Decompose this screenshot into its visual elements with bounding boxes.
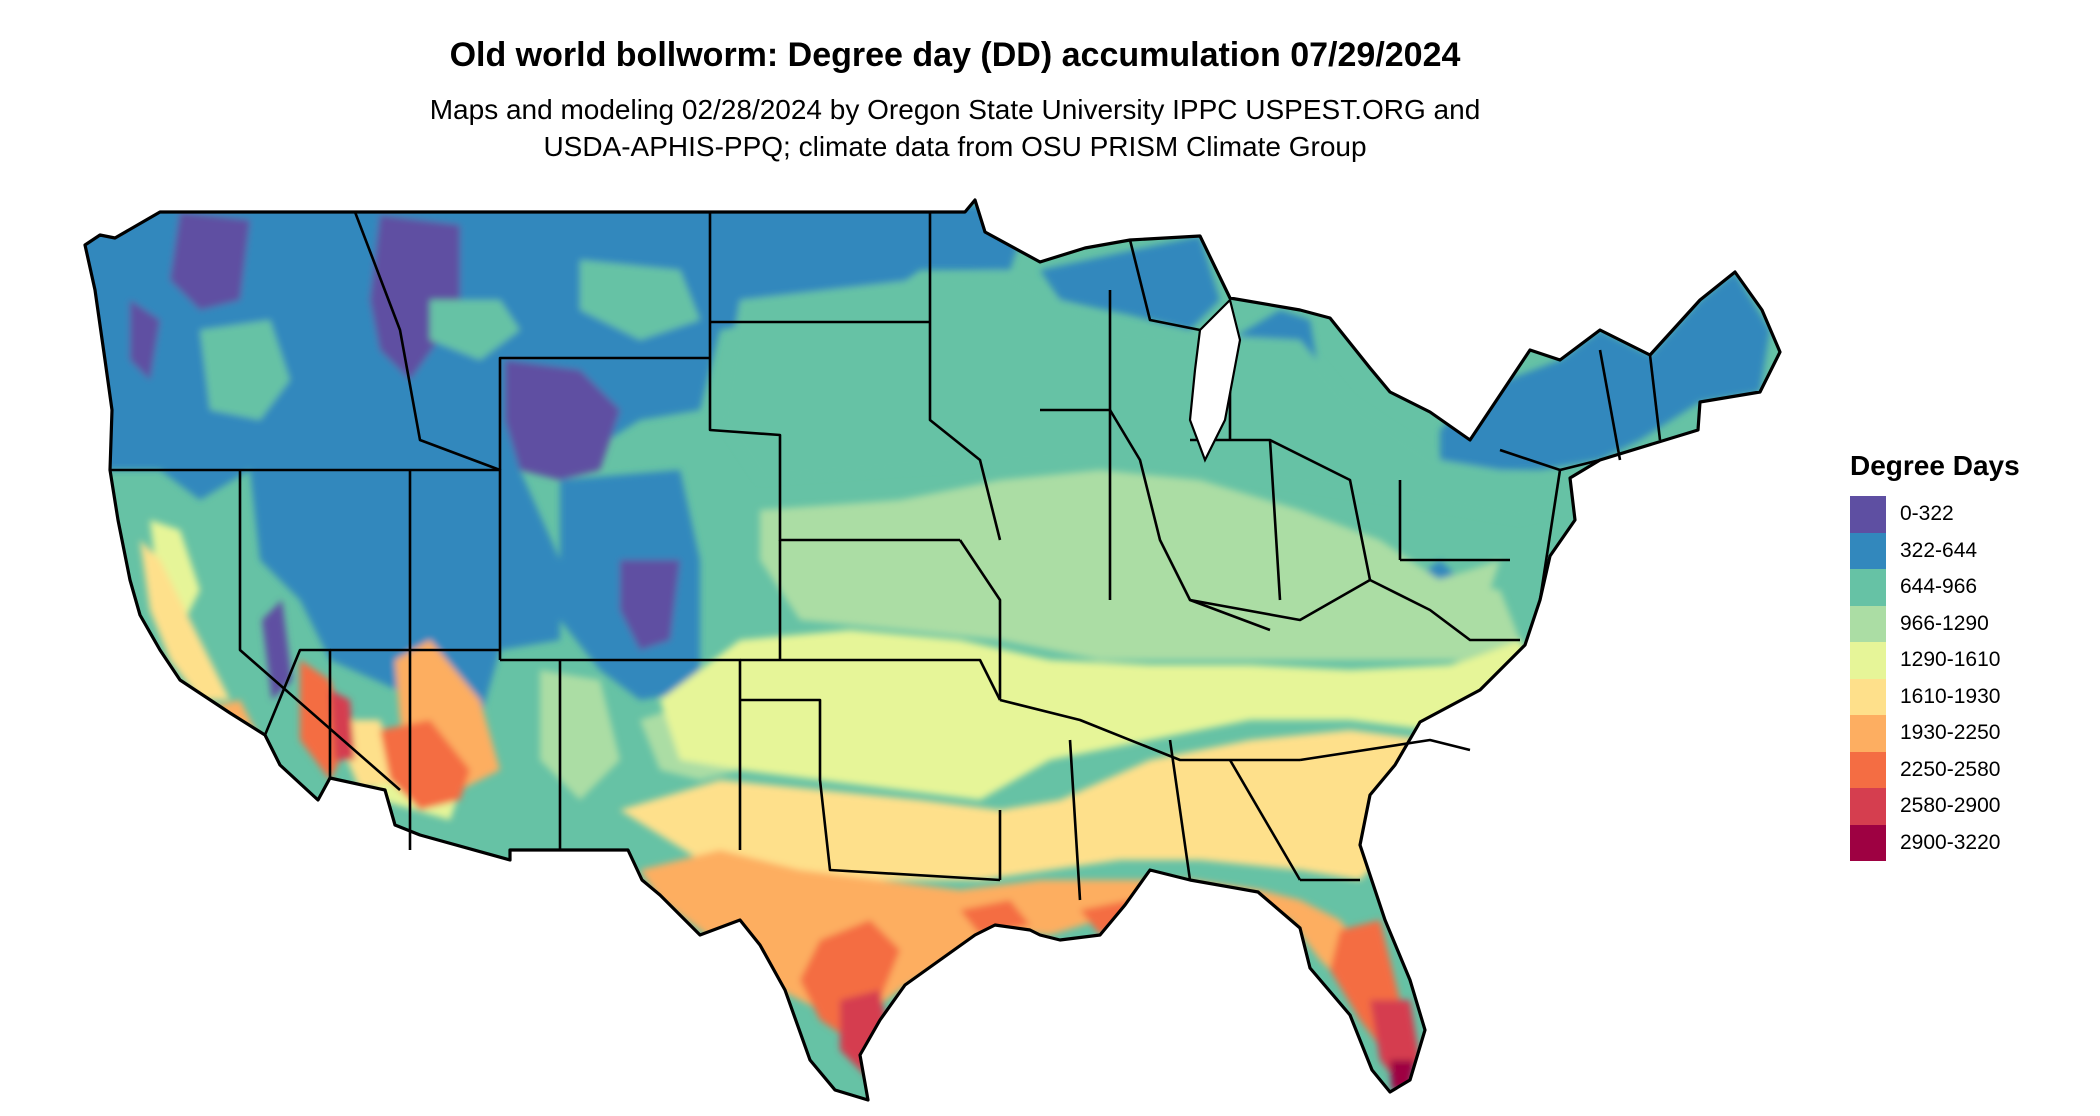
legend-item: 1930-2250: [1850, 715, 2020, 752]
legend-swatch: [1850, 788, 1886, 825]
legend-swatch: [1850, 569, 1886, 606]
map-title: Old world bollworm: Degree day (DD) accu…: [449, 36, 1461, 74]
legend-item: 2580-2900: [1850, 788, 2020, 825]
map-subtitle-line1: Maps and modeling 02/28/2024 by Oregon S…: [429, 94, 1481, 125]
legend-label: 2900-3220: [1900, 830, 2001, 854]
legend-swatch: [1850, 751, 1886, 788]
legend-label: 1290-1610: [1900, 648, 2001, 672]
legend-swatch: [1850, 642, 1886, 679]
legend: Degree Days 0-322 322-644 644-966 966-12…: [1850, 450, 2020, 861]
legend-swatch: [1850, 824, 1886, 861]
legend-swatch: [1850, 715, 1886, 752]
us-state-boundaries: [83, 198, 1782, 1102]
legend-item: 2250-2580: [1850, 751, 2020, 788]
degree-day-raster: [85, 200, 1780, 1100]
legend-swatch: [1850, 678, 1886, 715]
legend-swatch: [1850, 496, 1886, 533]
legend-item: 0-322: [1850, 496, 2020, 533]
legend-label: 1610-1930: [1900, 684, 2001, 708]
legend-label: 2250-2580: [1900, 757, 2001, 781]
us-degree-day-map: [83, 198, 1782, 1102]
map-subtitle-line2: USDA-APHIS-PPQ; climate data from OSU PR…: [543, 131, 1367, 162]
legend-item: 644-966: [1850, 569, 2020, 606]
legend-label: 1930-2250: [1900, 721, 2001, 745]
legend-item: 322-644: [1850, 532, 2020, 569]
great-lakes: [1188, 297, 1242, 463]
legend-swatch: [1850, 605, 1886, 642]
legend-label: 0-322: [1900, 502, 1954, 526]
legend-item: 1290-1610: [1850, 642, 2020, 679]
legend-label: 644-966: [1900, 575, 1978, 599]
legend-swatch: [1850, 532, 1886, 569]
legend-label: 2580-2900: [1900, 794, 2001, 818]
legend-item: 1610-1930: [1850, 678, 2020, 715]
legend-label: 322-644: [1900, 538, 1978, 562]
legend-item: 966-1290: [1850, 605, 2020, 642]
legend-label: 966-1290: [1900, 611, 1989, 635]
legend-title: Degree Days: [1850, 450, 2020, 481]
legend-item: 2900-3220: [1850, 824, 2020, 861]
